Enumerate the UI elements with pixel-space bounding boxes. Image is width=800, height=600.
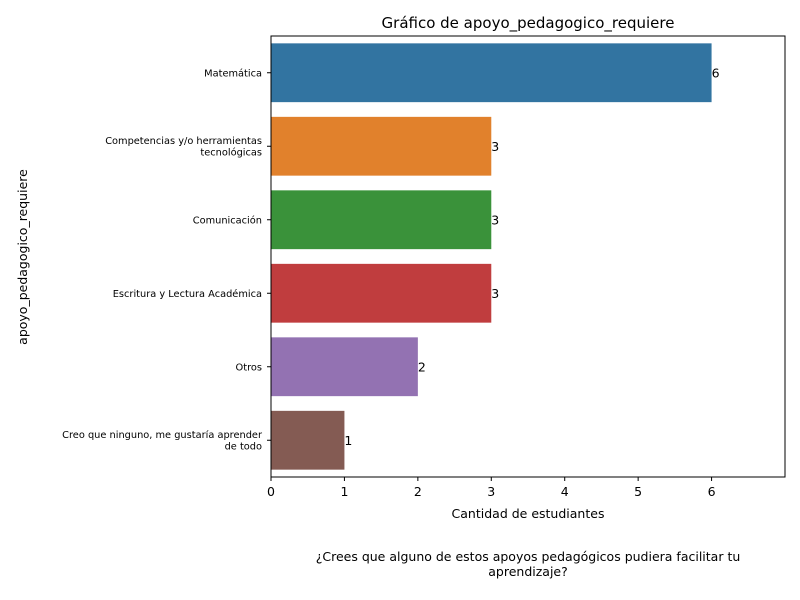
y-tick-label: Escritura y Lectura Académica	[113, 288, 262, 300]
y-tick-label: Otros	[236, 362, 262, 373]
y-tick-label: Creo que ninguno, me gustaría aprender de…	[62, 429, 263, 453]
x-axis-label: Cantidad de estudiantes	[452, 506, 605, 521]
figure-caption: ¿Crees que alguno de estos apoyos pedagó…	[315, 549, 741, 579]
bar	[271, 43, 712, 103]
bar	[271, 337, 418, 397]
bar	[271, 410, 345, 470]
plot-frame	[270, 35, 786, 478]
data-label: 3	[491, 286, 499, 301]
x-tick-label: 6	[708, 484, 716, 499]
bar	[271, 263, 492, 323]
y-axis-label: apoyo_pedagogico_requiere	[15, 169, 30, 345]
data-label: 1	[344, 433, 352, 448]
x-tick-label: 1	[340, 484, 348, 499]
x-tick-label: 2	[414, 484, 422, 499]
x-tick-label: 5	[634, 484, 642, 499]
y-tick-label: Matemática	[204, 67, 262, 79]
data-label: 6	[712, 65, 720, 80]
x-tick-label: 4	[561, 484, 569, 499]
bar	[271, 190, 492, 250]
y-tick-label: Comunicación	[193, 214, 262, 226]
plot-area: 6 Matemática 3 Competencias y/o herramienta…	[62, 43, 720, 499]
bar	[271, 116, 492, 176]
data-label: 2	[418, 359, 426, 374]
x-tick-label: 0	[267, 484, 275, 499]
x-tick-label: 3	[487, 484, 495, 499]
y-tick-label: Competencias y/o herramientas tecnológica…	[105, 136, 262, 159]
data-label: 3	[491, 139, 499, 154]
data-label: 3	[491, 212, 499, 227]
chart-title: Gráfico de apoyo_pedagogico_requiere	[382, 14, 675, 33]
